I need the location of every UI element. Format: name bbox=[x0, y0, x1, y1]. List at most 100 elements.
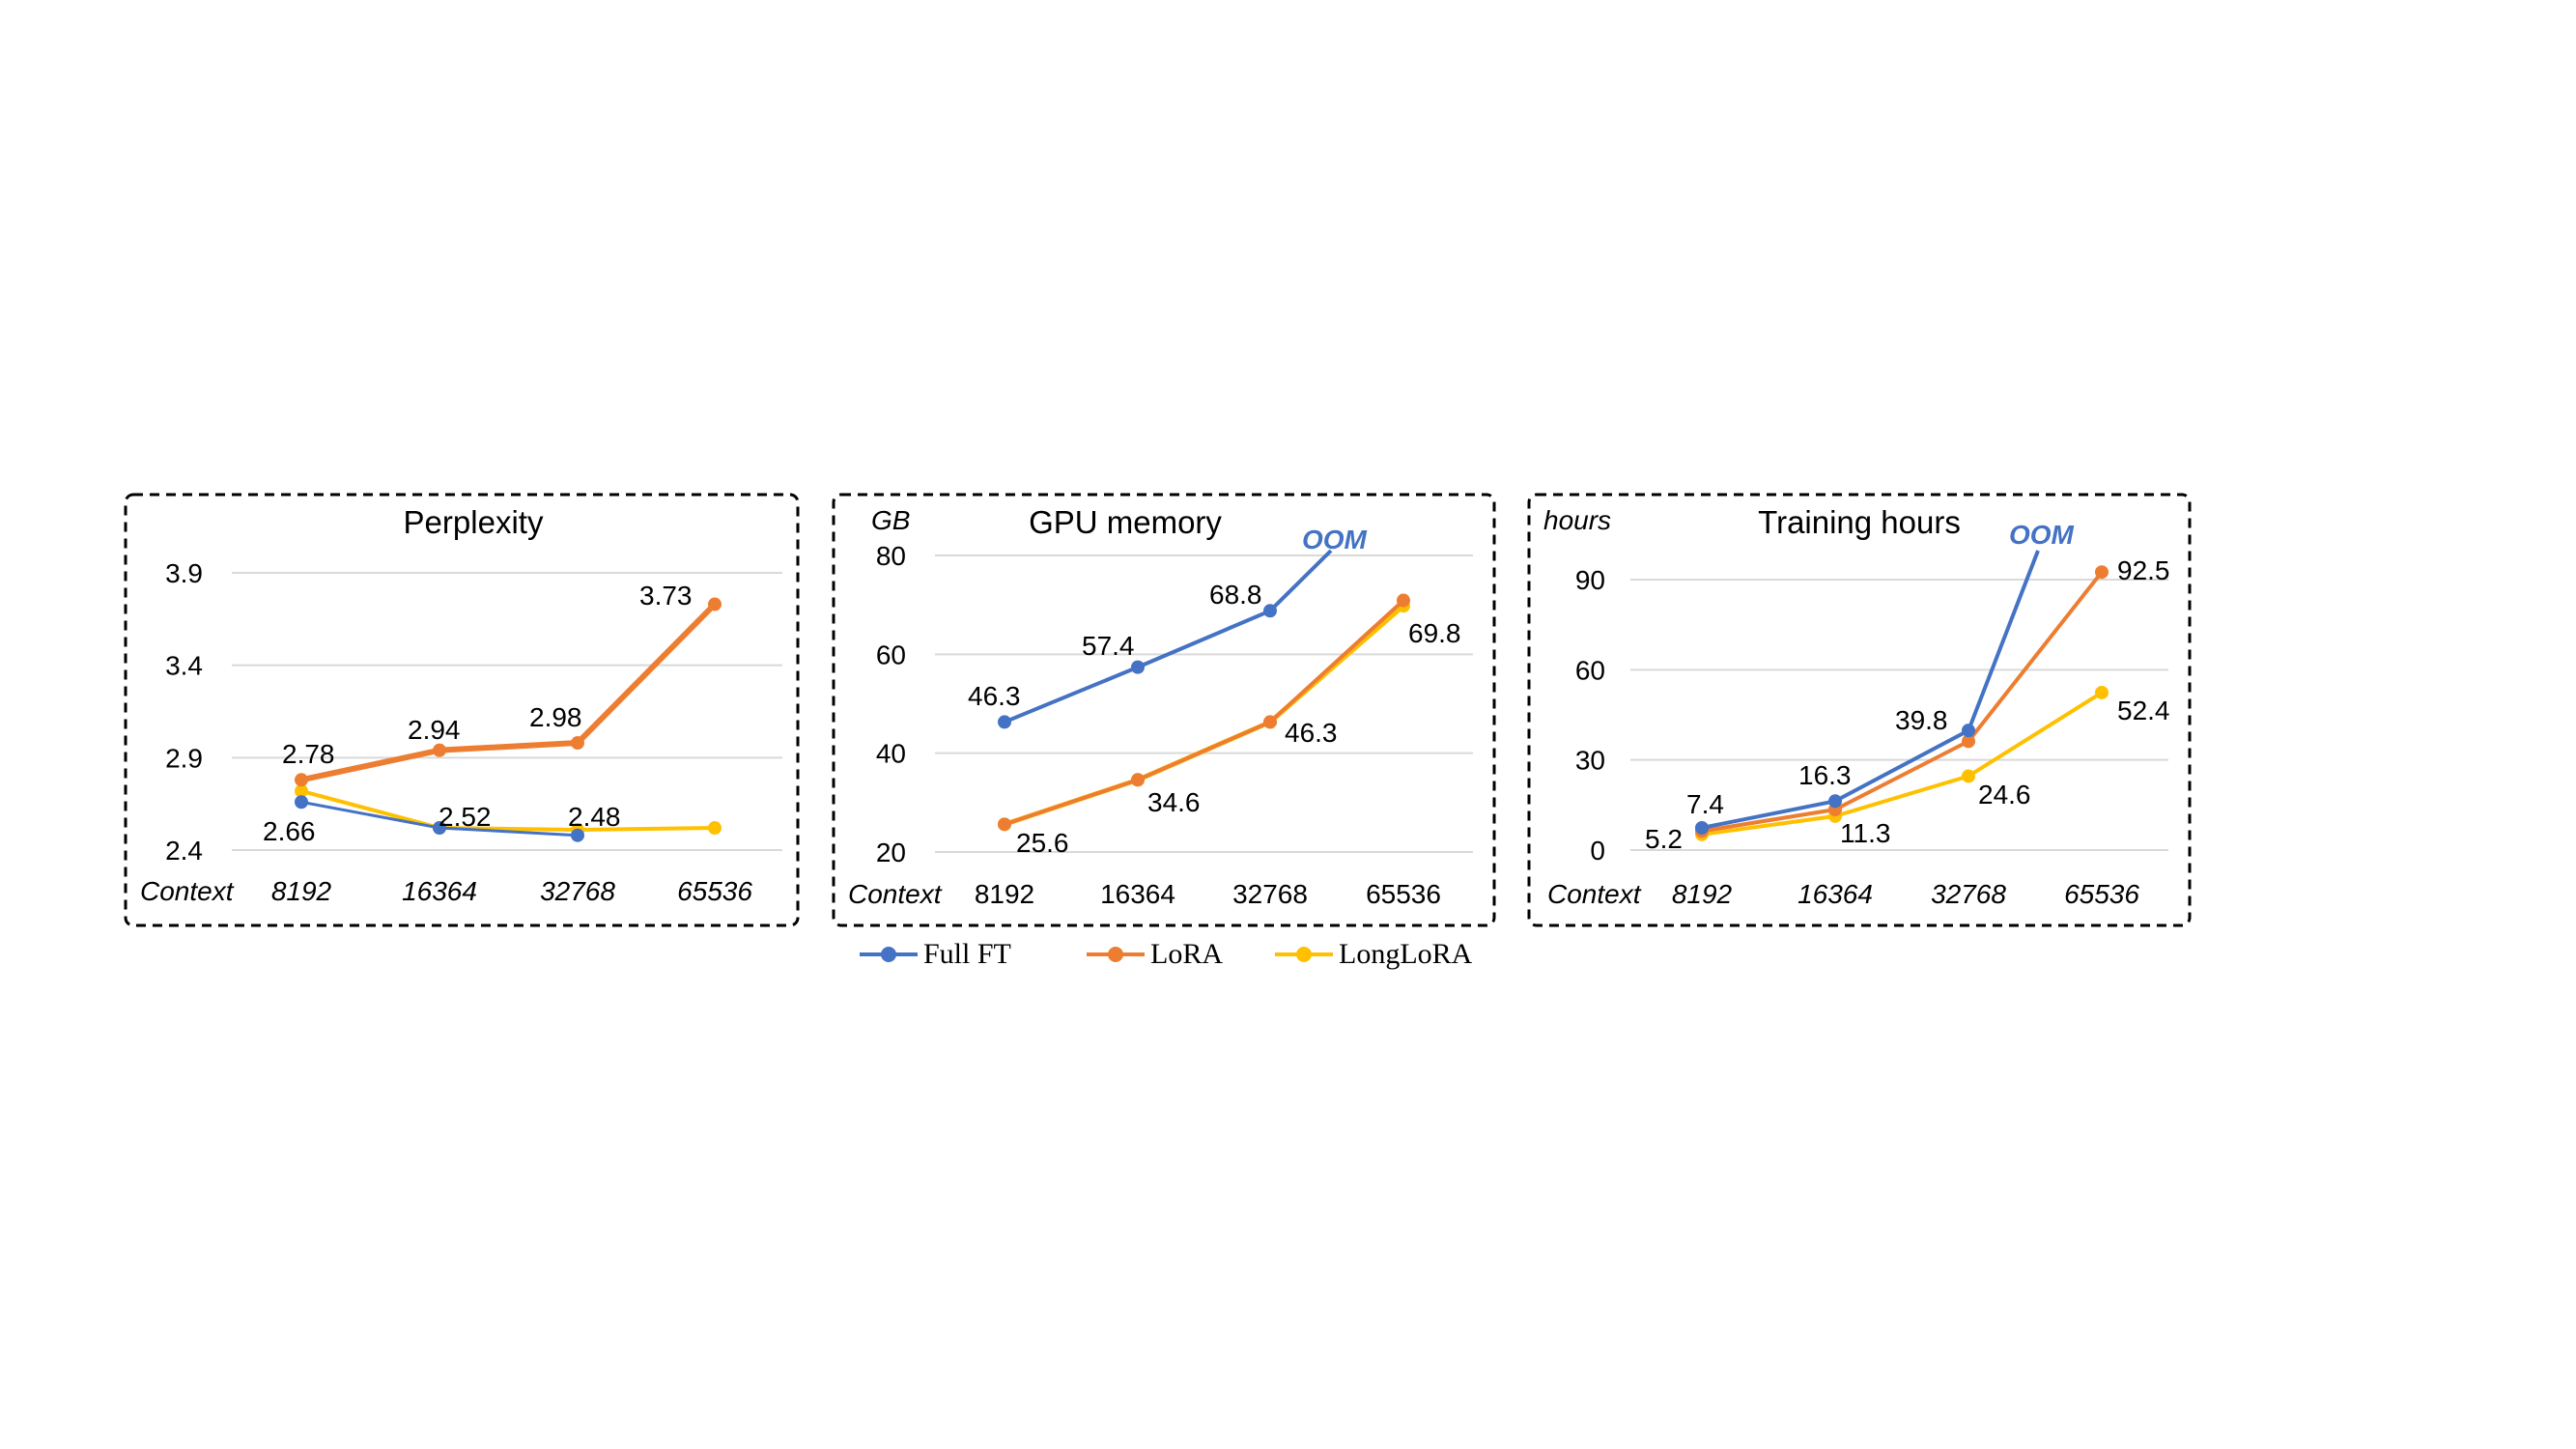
data-label: 25.6 bbox=[1016, 828, 1069, 858]
chart-title: Training hours bbox=[1758, 504, 1961, 540]
legend-item-full-ft: Full FT bbox=[860, 935, 1011, 974]
y-tick-label: 30 bbox=[1575, 746, 1605, 776]
series-line-full-ft-oom bbox=[1967, 550, 2040, 731]
x-tick-label: 16364 bbox=[1100, 879, 1175, 909]
x-tick-label: 8192 bbox=[1672, 879, 1733, 909]
data-point-full-ft bbox=[1131, 660, 1145, 674]
data-point-full-ft bbox=[295, 795, 308, 810]
data-point-longlora bbox=[2095, 685, 2109, 699]
data-point-lora bbox=[1962, 734, 1975, 749]
data-label: 7.4 bbox=[1686, 789, 1724, 819]
data-point-full-ft bbox=[1695, 820, 1709, 835]
data-label: 2.78 bbox=[282, 739, 335, 769]
y-axis-unit: hours bbox=[1543, 505, 1611, 535]
data-label: 5.2 bbox=[1645, 824, 1683, 854]
series-line-lora bbox=[1701, 570, 2104, 834]
series-line-longlora bbox=[300, 788, 716, 832]
data-label: 69.8 bbox=[1408, 618, 1461, 648]
chart-title: GPU memory bbox=[1029, 504, 1222, 540]
y-tick-label: 60 bbox=[1575, 655, 1605, 685]
data-label: 2.52 bbox=[439, 802, 492, 832]
series-line-lora bbox=[300, 602, 718, 783]
y-tick-label: 60 bbox=[876, 639, 906, 669]
data-point-full-ft bbox=[998, 715, 1011, 729]
data-label: 92.5 bbox=[2117, 555, 2170, 585]
data-point-longlora bbox=[295, 783, 308, 798]
data-label: 2.94 bbox=[408, 715, 461, 745]
data-point-lora bbox=[1131, 773, 1145, 787]
data-point-lora bbox=[2095, 565, 2109, 580]
y-tick-label: 40 bbox=[876, 739, 906, 769]
data-label: 57.4 bbox=[1082, 631, 1135, 661]
x-axis-label: Context bbox=[848, 879, 943, 909]
x-tick-label: 16364 bbox=[402, 876, 477, 906]
chart-title: Perplexity bbox=[404, 504, 544, 540]
data-label: 3.73 bbox=[639, 581, 693, 611]
data-label: 39.8 bbox=[1895, 705, 1948, 735]
chart-panel-3: Training hours hours 0 30 60 90 Context 8192 163… bbox=[1527, 493, 2192, 927]
x-tick-label: 32768 bbox=[1931, 879, 2006, 909]
series-line-longlora bbox=[1701, 691, 2104, 837]
data-label: 52.4 bbox=[2117, 696, 2170, 725]
data-point-lora bbox=[708, 597, 722, 611]
data-label: 2.48 bbox=[568, 802, 621, 832]
chart-panel-1: Perplexity 2.4 2.9 3.4 3.9 Context 8192 16364 32… bbox=[124, 493, 800, 927]
y-axis-unit: GB bbox=[871, 505, 910, 535]
y-tick-label: 0 bbox=[1590, 836, 1605, 866]
legend-label-lora: LoRA bbox=[1150, 938, 1223, 970]
legend-item-lora: LoRA bbox=[1087, 935, 1223, 974]
x-axis-label: Context bbox=[140, 876, 235, 906]
x-tick-label: 8192 bbox=[271, 876, 332, 906]
x-tick-label: 32768 bbox=[540, 876, 615, 906]
x-tick-label: 65536 bbox=[2064, 879, 2139, 909]
x-tick-label: 32768 bbox=[1232, 879, 1308, 909]
x-tick-label: 65536 bbox=[677, 876, 752, 906]
data-point-lora bbox=[433, 743, 446, 757]
legend-line-full-ft bbox=[860, 947, 918, 962]
legend-item-longlora: LongLoRA bbox=[1275, 935, 1472, 974]
data-label: 68.8 bbox=[1209, 580, 1262, 610]
data-label: 24.6 bbox=[1978, 780, 2031, 810]
chart-panel-2: GPU memory GB 20 40 60 80 Context 8192 16364 3276… bbox=[832, 493, 1496, 927]
data-point-lora bbox=[571, 736, 584, 751]
y-tick-label: 2.4 bbox=[165, 836, 203, 866]
data-label: 16.3 bbox=[1798, 760, 1852, 790]
y-tick-label: 3.9 bbox=[165, 558, 203, 588]
x-axis-label: Context bbox=[1547, 879, 1642, 909]
data-point-lora bbox=[1397, 593, 1410, 608]
x-tick-label: 65536 bbox=[1366, 879, 1441, 909]
data-label: 11.3 bbox=[1840, 818, 1890, 848]
data-label: 46.3 bbox=[968, 681, 1021, 711]
data-point-longlora bbox=[1962, 769, 1975, 783]
legend-line-lora bbox=[1087, 947, 1145, 962]
data-label: 2.98 bbox=[529, 702, 582, 732]
x-tick-label: 8192 bbox=[975, 879, 1034, 909]
data-point-full-ft bbox=[571, 828, 584, 842]
oom-annotation: OOM bbox=[2009, 520, 2075, 550]
legend-label-full-ft: Full FT bbox=[923, 938, 1011, 970]
panel-frame bbox=[124, 493, 800, 927]
panel-frame bbox=[1527, 493, 2192, 927]
legend-label-longlora: LongLoRA bbox=[1339, 938, 1473, 970]
y-tick-label: 2.9 bbox=[165, 743, 203, 773]
data-label: 46.3 bbox=[1285, 718, 1338, 748]
data-point-lora bbox=[295, 773, 308, 787]
data-point-full-ft bbox=[433, 821, 446, 836]
x-tick-label: 16364 bbox=[1798, 879, 1873, 909]
data-point-lora bbox=[998, 817, 1011, 832]
series-line-full-ft-oom bbox=[1268, 549, 1333, 612]
data-label: 34.6 bbox=[1147, 787, 1201, 817]
data-point-longlora bbox=[708, 821, 722, 836]
y-tick-label: 3.4 bbox=[165, 651, 203, 681]
y-tick-label: 80 bbox=[876, 541, 906, 571]
legend-line-longlora bbox=[1275, 947, 1333, 962]
series-line-lora bbox=[1004, 599, 1405, 827]
data-label: 2.66 bbox=[263, 816, 316, 846]
oom-annotation: OOM bbox=[1302, 525, 1368, 554]
data-point-full-ft bbox=[1828, 794, 1842, 809]
y-tick-label: 20 bbox=[876, 838, 906, 867]
legend: Full FT LoRA LongLoRA bbox=[850, 935, 1526, 974]
data-point-lora bbox=[1263, 715, 1277, 729]
y-tick-label: 90 bbox=[1575, 565, 1605, 595]
